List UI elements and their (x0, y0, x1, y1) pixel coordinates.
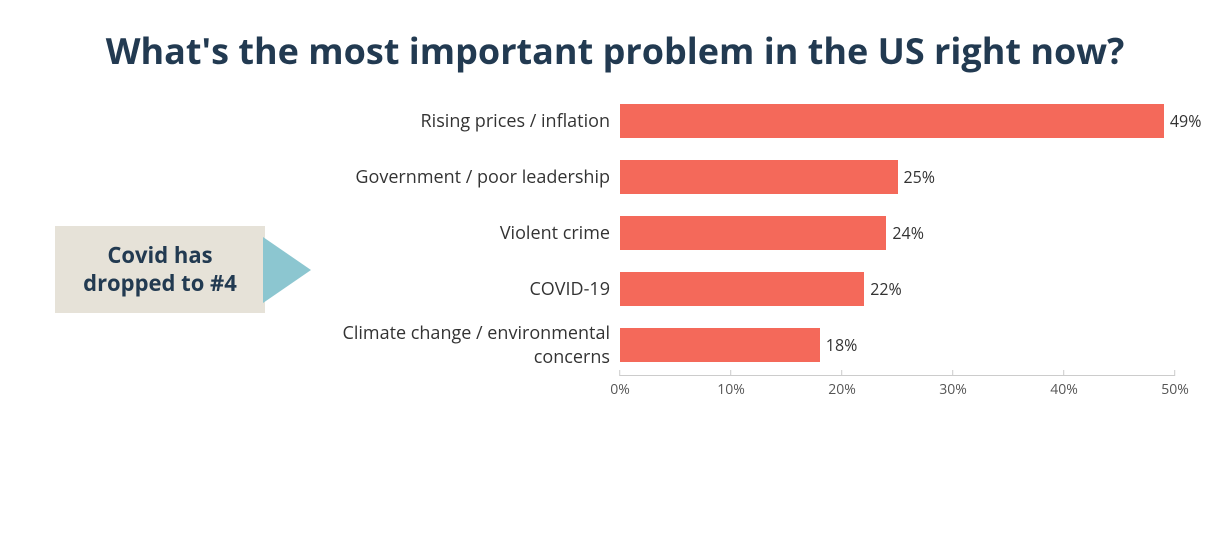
callout-line-2: dropped to #4 (75, 270, 245, 298)
chart-row: COVID-1922% (620, 261, 1190, 317)
category-label: COVID-19 (290, 277, 610, 301)
bar-track: 25% (620, 149, 1190, 205)
bar (620, 160, 898, 194)
chart-row: Government / poor leadership25% (620, 149, 1190, 205)
x-tick: 10% (717, 370, 745, 399)
x-tick: 30% (939, 370, 967, 399)
bar-value-label: 49% (1170, 110, 1202, 132)
bar-track: 49% (620, 93, 1201, 149)
content-area: Covid has dropped to #4 Rising prices / … (0, 73, 1230, 493)
bar-value-label: 25% (904, 166, 936, 188)
bar-track: 24% (620, 205, 1190, 261)
bar-value-label: 22% (870, 278, 902, 300)
chart-row: Violent crime24% (620, 205, 1190, 261)
chart-row: Rising prices / inflation49% (620, 93, 1190, 149)
category-label: Government / poor leadership (290, 165, 610, 189)
chart-row: Climate change / environmental concerns1… (620, 317, 1190, 373)
callout-line-1: Covid has (75, 242, 245, 270)
x-tick: 40% (1050, 370, 1078, 399)
category-label: Climate change / environmental concerns (290, 321, 610, 369)
category-label: Violent crime (290, 221, 610, 245)
x-tick: 0% (610, 370, 630, 399)
bar-value-label: 24% (892, 222, 924, 244)
bar-track: 22% (620, 261, 1190, 317)
callout-box: Covid has dropped to #4 (55, 226, 265, 313)
page-title: What's the most important problem in the… (0, 0, 1230, 73)
bar (620, 328, 820, 362)
bar-value-label: 18% (826, 334, 858, 356)
bar-track: 18% (620, 317, 1190, 373)
callout: Covid has dropped to #4 (55, 226, 311, 313)
x-axis: 0%10%20%30%40%50% (620, 375, 1175, 405)
bar-chart: Rising prices / inflation49%Government /… (620, 93, 1190, 405)
x-tick: 50% (1161, 370, 1189, 399)
bar (620, 104, 1164, 138)
bar (620, 272, 864, 306)
bar (620, 216, 886, 250)
x-tick: 20% (828, 370, 856, 399)
category-label: Rising prices / inflation (290, 109, 610, 133)
